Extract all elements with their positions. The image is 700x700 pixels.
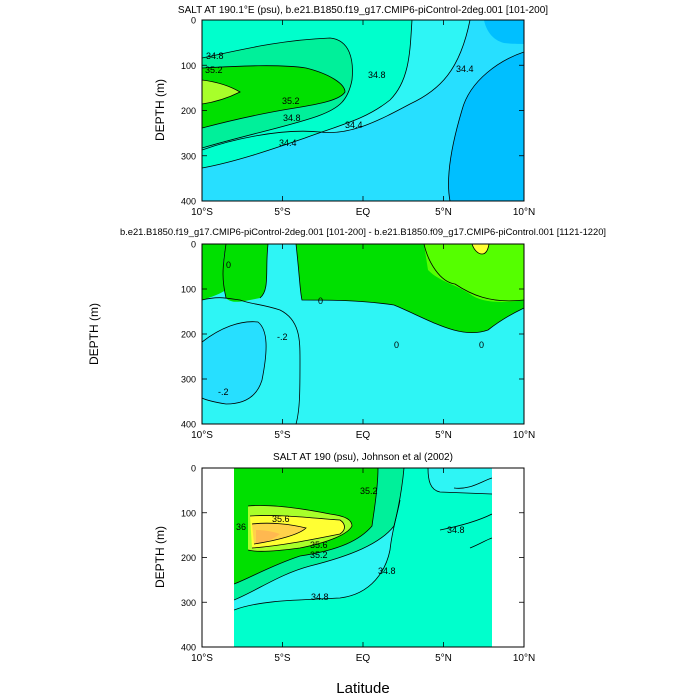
panel-3-axes: 10°S 5°S EQ 5°N 10°N 0 100 200 300 400	[181, 464, 535, 665]
x-tick-label-1-2: EQ	[356, 207, 371, 218]
panel-1-axes: 10°S 5°S EQ 5°N 10°N 0 100 200 300 400	[181, 16, 535, 219]
p1-clabel-6: 34.4	[456, 64, 474, 74]
p3-fill-aqua	[234, 468, 492, 647]
panel-3: SALT AT 190 (psu), Johnson et al (2002)	[153, 452, 535, 697]
p3-fill-orange	[256, 530, 280, 544]
p3-clabel-3: 36	[236, 522, 246, 532]
p1-fill-deepblue-top	[484, 20, 524, 44]
panel-1: SALT AT 190.1°E (psu), b.e21.B1850.f19_g…	[153, 5, 548, 218]
y-tick-label-2-3: 300	[181, 375, 196, 385]
y-tick-label-2-2: 200	[181, 330, 196, 340]
panel-3-contours	[234, 468, 492, 647]
p1-clabel-5: 34.8	[283, 113, 301, 123]
p1-clabel-1: 34.8	[206, 51, 224, 61]
p1-fill-green	[202, 65, 345, 128]
p2-fill-green-patch	[202, 244, 226, 300]
p3-clabel-6: 34.8	[378, 566, 396, 576]
panel-2-title: b.e21.B1850.f19_g17.CMIP6-piControl-2deg…	[120, 226, 606, 237]
p2-clabel-6: -.2	[218, 387, 229, 397]
p2-fill-blue	[202, 321, 267, 404]
y-tick-label-1-3: 300	[181, 151, 196, 161]
p3-clabel-4: 35.6	[310, 540, 328, 550]
p2-clabel-2: -.2	[277, 332, 288, 342]
panel-1-ylabel: DEPTH (m)	[153, 79, 167, 141]
y-tick-label-2-4: 400	[181, 420, 196, 430]
x-tick-label-3-0: 10°S	[191, 653, 213, 664]
p1-clabel-4: 35.2	[282, 96, 300, 106]
panel-3-contour-labels: 35.2 35.6 36 35.6 35.2 34.8 34.8 34.8	[236, 486, 465, 602]
p2-clabel-4: 0	[394, 340, 399, 350]
x-tick-label-2-2: EQ	[356, 430, 371, 441]
x-tick-label-3-1: 5°S	[274, 653, 291, 664]
x-tick-label-1-4: 10°N	[513, 207, 535, 218]
panel-1-contour-labels: 34.8 35.2 34.8 35.2 34.8 34.4 34.4 34.4	[205, 51, 474, 148]
y-tick-label-3-4: 400	[181, 643, 196, 653]
p3-fill-seagreen	[234, 468, 404, 600]
x-tick-label-2-3: 5°N	[435, 430, 452, 441]
panel-1-contours	[202, 20, 524, 201]
y-tick-label-1-0: 0	[191, 16, 196, 26]
panel-2-contours	[202, 244, 524, 424]
p3-clabel-8: 34.8	[311, 592, 329, 602]
y-tick-label-3-3: 300	[181, 598, 196, 608]
p1-fill-blue	[202, 20, 524, 201]
y-tick-label-3-2: 200	[181, 553, 196, 563]
p1-fill-lime	[202, 80, 240, 104]
y-tick-label-3-0: 0	[191, 464, 196, 474]
p1-fill-deepblue	[448, 52, 524, 201]
p3-clabel-2: 35.6	[272, 514, 290, 524]
panel-2-contour-labels: 0 -.2 0 0 0 -.2	[218, 260, 484, 397]
p2-fill-lightgreen	[424, 244, 524, 302]
x-tick-label-3-4: 10°N	[513, 653, 535, 664]
p3-clabel-5: 35.2	[310, 550, 328, 560]
panel-3-ylabel: DEPTH (m)	[153, 526, 167, 588]
x-tick-label-1-1: 5°S	[274, 207, 291, 218]
p1-clabel-8: 34.4	[279, 138, 297, 148]
panel-2-ylabel: DEPTH (m)	[87, 303, 101, 365]
y-tick-label-1-1: 100	[181, 61, 196, 71]
x-tick-label-2-1: 5°S	[274, 430, 291, 441]
p2-clabel-5: 0	[479, 340, 484, 350]
panel-1-contour-lines	[202, 20, 524, 201]
x-tick-label-1-3: 5°N	[435, 207, 452, 218]
p1-clabel-2: 35.2	[205, 65, 223, 75]
x-tick-label-3-3: 5°N	[435, 653, 452, 664]
p1-clabel-3: 34.8	[368, 70, 386, 80]
y-tick-label-1-2: 200	[181, 106, 196, 116]
p2-clabel-1: 0	[226, 260, 231, 270]
x-tick-label-1-0: 10°S	[191, 207, 213, 218]
panel-1-title: SALT AT 190.1°E (psu), b.e21.B1850.f19_g…	[178, 5, 548, 16]
x-tick-label-2-4: 10°N	[513, 430, 535, 441]
panel-3-xlabel: Latitude	[336, 680, 389, 697]
panel-2-axes: 10°S 5°S EQ 5°N 10°N 0 100 200 300 400	[181, 240, 535, 442]
y-tick-label-2-1: 100	[181, 285, 196, 295]
panel-3-contour-lines	[234, 468, 492, 611]
p2-fill-yellow	[472, 244, 489, 254]
panel-3-title: SALT AT 190 (psu), Johnson et al (2002)	[273, 452, 453, 463]
y-tick-label-1-4: 400	[181, 197, 196, 207]
x-tick-label-3-2: EQ	[356, 653, 371, 664]
y-tick-label-2-0: 0	[191, 240, 196, 250]
p3-clabel-7: 34.8	[447, 525, 465, 535]
panel-2-contour-lines	[202, 244, 524, 424]
y-tick-label-3-1: 100	[181, 508, 196, 518]
x-tick-label-2-0: 10°S	[191, 430, 213, 441]
p3-clabel-1: 35.2	[360, 486, 378, 496]
panel-2: b.e21.B1850.f19_g17.CMIP6-piControl-2deg…	[87, 226, 606, 441]
p1-clabel-7: 34.4	[345, 120, 363, 130]
p2-clabel-3: 0	[318, 296, 323, 306]
